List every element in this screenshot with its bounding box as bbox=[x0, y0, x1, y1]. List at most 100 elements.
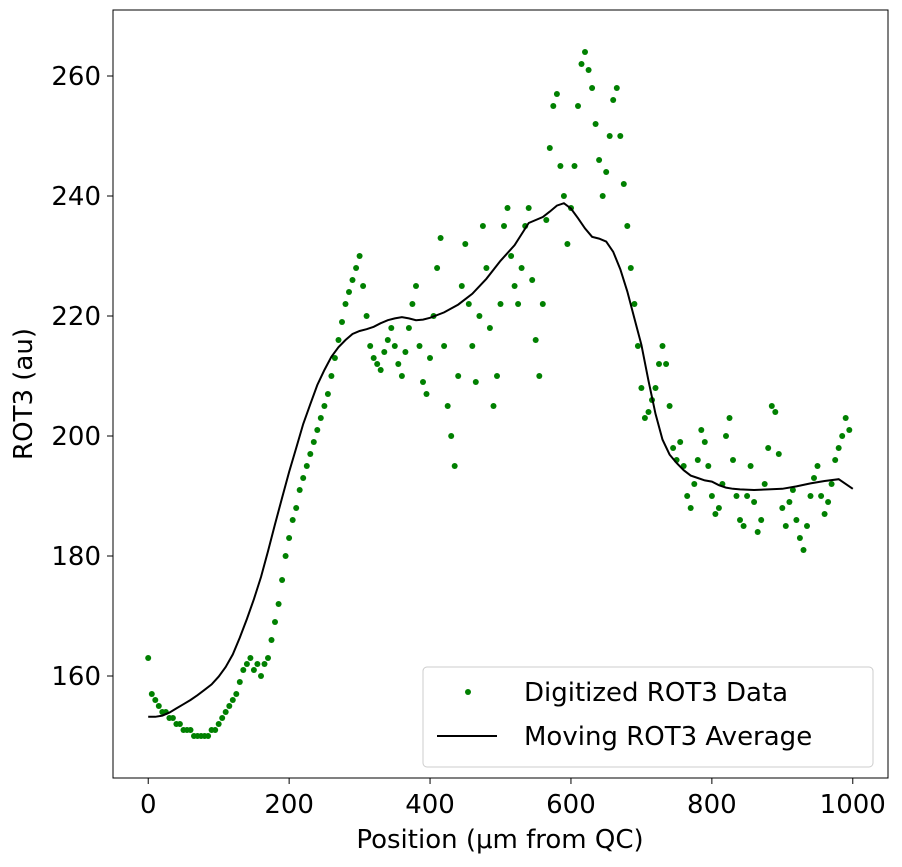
data-point bbox=[479, 223, 486, 229]
data-point bbox=[508, 253, 515, 259]
data-point bbox=[532, 337, 539, 343]
data-point bbox=[145, 655, 152, 661]
data-point bbox=[226, 703, 233, 709]
data-point bbox=[250, 667, 257, 673]
data-point bbox=[708, 493, 715, 499]
data-point bbox=[846, 427, 853, 433]
data-point bbox=[222, 709, 229, 715]
data-point bbox=[701, 439, 708, 445]
data-point bbox=[476, 313, 483, 319]
data-point bbox=[229, 697, 236, 703]
data-point bbox=[455, 373, 462, 379]
data-point bbox=[775, 451, 782, 457]
data-point bbox=[592, 121, 599, 127]
data-point bbox=[451, 463, 458, 469]
data-point bbox=[176, 721, 183, 727]
data-point bbox=[758, 517, 765, 523]
data-point bbox=[388, 325, 395, 331]
data-point bbox=[744, 493, 751, 499]
data-point bbox=[384, 337, 391, 343]
data-point bbox=[405, 325, 412, 331]
y-tick-label: 200 bbox=[51, 422, 101, 452]
data-point bbox=[768, 403, 775, 409]
data-point bbox=[793, 517, 800, 523]
data-point bbox=[265, 655, 271, 661]
data-point bbox=[279, 577, 286, 583]
data-point bbox=[807, 493, 814, 499]
data-point bbox=[335, 337, 342, 343]
data-point bbox=[786, 499, 793, 505]
data-point bbox=[465, 301, 472, 307]
data-point bbox=[796, 535, 803, 541]
data-point bbox=[553, 91, 560, 97]
data-point bbox=[659, 343, 666, 349]
data-point bbox=[346, 289, 352, 295]
data-point bbox=[339, 319, 345, 325]
data-point bbox=[148, 691, 155, 697]
data-point bbox=[518, 265, 525, 271]
data-point bbox=[835, 445, 842, 451]
data-point bbox=[691, 481, 698, 487]
data-point bbox=[420, 379, 426, 385]
data-point bbox=[543, 217, 550, 223]
data-point bbox=[723, 433, 729, 439]
data-point bbox=[677, 439, 684, 445]
data-point bbox=[501, 223, 507, 229]
legend: Digitized ROT3 Data Moving ROT3 Average bbox=[422, 666, 874, 768]
data-point bbox=[638, 385, 645, 391]
data-point bbox=[596, 157, 603, 163]
data-point bbox=[314, 427, 321, 433]
data-point bbox=[578, 61, 585, 67]
data-point bbox=[511, 283, 518, 289]
data-point bbox=[715, 505, 722, 511]
data-point bbox=[712, 511, 719, 517]
y-axis-label: ROT3 (au) bbox=[9, 328, 39, 460]
data-point bbox=[804, 523, 810, 529]
data-point bbox=[754, 529, 761, 535]
data-point bbox=[821, 511, 828, 517]
y-tick-label: 240 bbox=[51, 182, 101, 212]
data-point bbox=[730, 457, 736, 463]
data-point bbox=[536, 373, 543, 379]
data-point bbox=[155, 703, 162, 709]
x-axis-ticks: 0 200 400 600 800 1000 bbox=[140, 778, 886, 820]
data-point bbox=[328, 373, 335, 379]
data-point bbox=[458, 283, 465, 289]
data-point bbox=[317, 415, 324, 421]
data-point bbox=[416, 343, 423, 349]
data-point bbox=[360, 283, 367, 289]
data-point bbox=[353, 265, 360, 271]
data-point bbox=[606, 133, 613, 139]
data-point bbox=[610, 97, 617, 103]
data-point bbox=[494, 373, 500, 379]
legend-box bbox=[422, 666, 874, 768]
data-point bbox=[240, 667, 247, 673]
data-point bbox=[684, 493, 691, 499]
data-point bbox=[398, 373, 405, 379]
data-point bbox=[261, 661, 268, 667]
data-point bbox=[402, 349, 409, 355]
data-point bbox=[765, 445, 772, 451]
data-point bbox=[560, 193, 567, 199]
data-point bbox=[395, 361, 402, 367]
data-point bbox=[448, 433, 455, 439]
data-point bbox=[631, 301, 638, 307]
data-point bbox=[624, 223, 631, 229]
data-point bbox=[296, 487, 303, 493]
data-point bbox=[733, 493, 740, 499]
data-point bbox=[247, 655, 254, 661]
data-point bbox=[427, 355, 433, 361]
data-point bbox=[268, 637, 275, 643]
data-point bbox=[575, 103, 581, 109]
data-point bbox=[293, 505, 300, 511]
data-point bbox=[282, 553, 289, 559]
data-point bbox=[275, 601, 282, 607]
data-point bbox=[585, 67, 592, 73]
data-point bbox=[800, 547, 807, 553]
data-point bbox=[670, 445, 677, 451]
data-point bbox=[751, 499, 758, 505]
scatter-points bbox=[145, 49, 853, 739]
data-point bbox=[645, 409, 652, 415]
data-point bbox=[789, 487, 796, 493]
